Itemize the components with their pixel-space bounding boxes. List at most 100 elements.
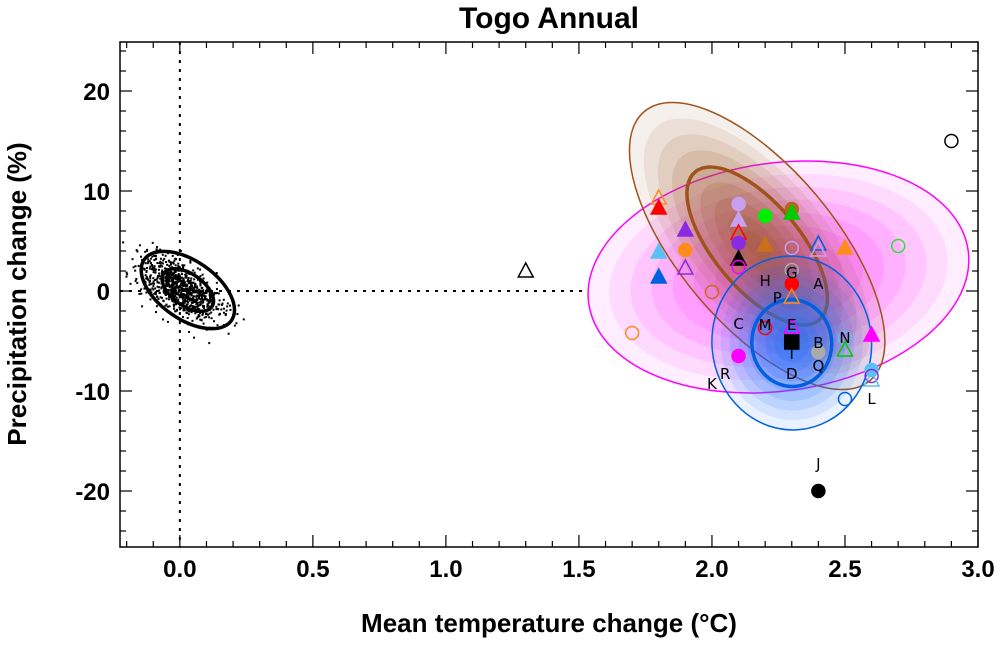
control-point [181,264,184,267]
control-point [201,293,204,296]
control-point [186,309,189,312]
control-point [192,295,195,298]
control-point [186,316,189,319]
control-point [161,279,164,282]
control-point [220,303,223,306]
control-point [206,313,209,316]
control-cloud [122,241,245,345]
model-label: C [733,315,743,333]
control-point [199,284,202,287]
control-point [201,281,204,284]
control-point [177,269,180,272]
data-point-triangle [516,261,535,278]
control-point [190,288,193,291]
control-point [208,308,211,311]
control-point [153,292,156,295]
control-point [229,304,232,307]
control-point [192,287,195,290]
control-point [164,275,167,278]
control-point [132,266,135,269]
control-point [187,306,190,309]
control-point [182,265,185,268]
data-point-square [784,334,800,350]
control-point [166,252,169,255]
control-point [170,263,173,266]
control-point [158,286,161,289]
control-point [200,298,203,301]
control-point [194,289,197,292]
control-point [178,296,181,299]
control-point [184,283,187,286]
control-point [184,285,187,288]
control-point [173,282,176,285]
data-point-circle [731,259,746,275]
control-point [180,287,183,290]
control-point [191,319,194,322]
control-point [184,276,187,279]
control-point [144,257,147,260]
control-point [154,268,157,271]
control-point [222,311,225,314]
control-point [188,289,191,292]
control-point [159,257,162,260]
control-point [148,260,151,263]
control-point [174,295,177,298]
control-point [194,282,197,285]
control-point [144,250,147,253]
control-point [164,279,167,282]
data-point-circle [864,368,879,384]
control-point [122,241,125,244]
control-point [213,291,216,294]
control-point [197,315,200,318]
control-point [183,301,186,304]
control-point [174,288,177,291]
control-point [216,291,219,294]
model-label: J [815,455,820,473]
control-point [181,279,184,282]
control-point [151,252,154,255]
control-point [190,293,193,296]
control-point [174,275,177,278]
control-point [167,292,170,295]
control-point [175,292,178,295]
control-point [181,289,184,292]
control-point [193,305,196,308]
control-point [149,277,152,280]
data-point-circle [757,320,773,336]
control-point [192,301,195,304]
x-tick-label: 1.0 [429,556,462,583]
y-tick-label: 10 [83,179,110,206]
control-point [176,291,179,294]
control-point [162,277,165,280]
control-point [147,260,150,263]
control-point [196,287,199,290]
control-point [205,288,208,291]
ellipse-shade-band [643,118,871,374]
control-point [208,296,211,299]
model-label: P [773,289,782,307]
control-point [196,306,199,309]
control-point [149,288,152,291]
control-point [179,249,182,252]
control-point [148,283,151,286]
control-point [188,292,191,295]
control-point [155,291,158,294]
control-point [142,278,145,281]
control-point [136,282,139,285]
x-axis-label: Mean temperature change (°C) [361,608,737,638]
ellipse-shade-band [672,212,885,342]
control-point [160,261,163,264]
control-point [194,291,197,294]
control-point [199,318,202,321]
y-axis-label: Precipitation change (%) [2,142,32,445]
control-point [167,281,170,284]
control-point [180,283,183,286]
control-point [202,299,205,302]
control-point [173,297,176,300]
control-point [201,295,204,298]
control-point [187,313,190,316]
chart-title: Togo Annual [459,2,639,35]
data-point-circle [757,208,773,224]
control-point [189,261,192,264]
control-point [201,313,204,316]
